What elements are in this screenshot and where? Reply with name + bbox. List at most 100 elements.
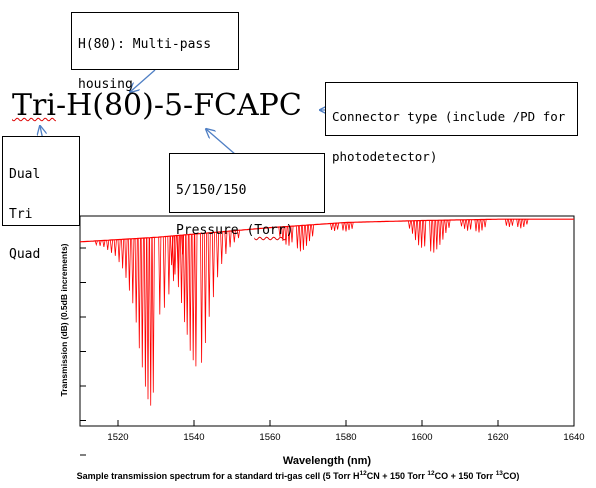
y-axis-label: Transmission (dB) (0.5dB increments): [59, 243, 69, 396]
housing-arrow: [130, 69, 156, 92]
absorption-line: [522, 219, 526, 228]
absorption-line: [151, 237, 155, 393]
absorption-line: [290, 226, 294, 243]
absorption-line: [336, 222, 340, 230]
pressure-paren: ): [285, 223, 294, 238]
x-axis-label: Wavelength (nm): [283, 455, 372, 467]
pressure-note-line1: 5/150/150: [176, 183, 247, 198]
absorption-line: [134, 238, 138, 323]
absorption-line: [408, 220, 411, 229]
cell-type-note: Dual Tri Quad: [2, 136, 80, 262]
caption-part3: CO + 150 Torr: [434, 471, 496, 481]
absorption-line: [480, 219, 484, 231]
tick-marks: [80, 247, 575, 456]
absorption-line: [507, 219, 511, 228]
absorption-line: [483, 219, 487, 228]
absorption-line: [417, 220, 421, 246]
absorption-line: [350, 222, 354, 229]
absorption-line: [237, 230, 240, 239]
absorption-line: [429, 220, 433, 252]
absorption-line: [423, 220, 427, 247]
cell-type-dual: Dual: [9, 167, 41, 182]
absorption-line: [460, 219, 463, 227]
absorption-line: [510, 219, 514, 226]
housing-note: H(80): Multi-pass housing: [71, 12, 239, 92]
absorption-line: [140, 238, 144, 368]
absorption-line: [180, 235, 183, 304]
pressure-note: 5/150/150 Pressure (Torr): [169, 153, 325, 238]
absorption-line: [525, 219, 529, 225]
absorption-line: [311, 224, 315, 237]
housing-note-line2: housing: [78, 77, 133, 92]
caption-sup3: 13: [495, 470, 503, 477]
absorption-line: [477, 219, 481, 233]
absorption-line: [519, 219, 523, 229]
absorption-line: [298, 225, 302, 252]
absorption-line: [207, 232, 211, 317]
absorption-line: [216, 232, 220, 278]
absorption-line: [504, 219, 508, 226]
absorption-line: [308, 224, 311, 242]
absorption-line: [414, 220, 417, 241]
plot-frame: [79, 215, 575, 427]
caption-sup1: 12: [359, 470, 367, 477]
absorption-line: [420, 220, 424, 248]
absorption-line: [143, 237, 147, 387]
part-number-rest: -H(80)-5-FCAPC: [55, 88, 302, 123]
absorption-line: [98, 240, 102, 246]
absorption-line: [102, 240, 106, 247]
caption-part4: CO): [502, 471, 520, 481]
absorption-line: [131, 238, 135, 304]
x-tick-label: 1620: [487, 432, 508, 443]
absorption-line: [232, 230, 236, 243]
figure-caption: Sample transmission spectrum for a stand…: [0, 470, 596, 481]
absorption-line: [124, 239, 128, 278]
housing-note-line1: H(80): Multi-pass: [78, 37, 212, 52]
absorption-line: [281, 226, 285, 242]
absorption-line: [432, 220, 436, 253]
absorption-line: [301, 225, 305, 250]
caption-part1: Sample transmission spectrum for a stand…: [76, 471, 360, 481]
x-tick-label: 1600: [411, 432, 432, 443]
cell-type-tri: Tri: [9, 207, 33, 222]
pressure-note-line2: Pressure (Torr): [176, 221, 318, 241]
absorption-line: [463, 219, 467, 229]
absorption-line: [170, 235, 174, 266]
absorption-line: [191, 234, 195, 361]
absorption-line: [146, 237, 150, 400]
absorption-line: [441, 220, 445, 240]
absorption-line: [203, 233, 207, 344]
absorption-line: [435, 220, 439, 250]
absorption-line: [444, 220, 448, 234]
x-tick-label: 1540: [183, 432, 204, 443]
torr-label: Torr: [254, 223, 286, 238]
absorption-line: [347, 222, 351, 231]
absorption-line: [188, 234, 192, 351]
absorption-line: [127, 238, 131, 291]
absorption-line: [137, 238, 141, 349]
x-tick-labels: 1520 1540 1560 1580 1600 1620 1640: [107, 432, 584, 443]
part-number-prefix: Tri: [12, 88, 56, 123]
absorption-line: [333, 223, 337, 232]
caption-part2: CN + 150 Torr: [366, 471, 428, 481]
absorption-line: [113, 239, 117, 256]
absorption-line: [149, 237, 153, 406]
absorption-line: [438, 220, 442, 245]
absorption-line: [224, 231, 228, 255]
absorption-line: [94, 240, 98, 247]
part-number: Tri-H(80)-5-FCAPC: [12, 88, 302, 123]
absorption-line: [167, 236, 171, 295]
absorption-line: [469, 219, 473, 230]
absorption-line: [200, 233, 204, 363]
pressure-label: Pressure (: [176, 223, 255, 238]
absorption-line: [474, 219, 478, 232]
connector-note-line2: photodetector): [332, 149, 438, 164]
absorption-line: [228, 230, 232, 248]
absorption-line: [305, 225, 308, 246]
absorption-line: [121, 239, 125, 269]
absorption-line: [278, 226, 282, 237]
absorption-line: [295, 225, 299, 249]
absorption-line: [287, 226, 291, 246]
absorption-line: [194, 233, 198, 367]
